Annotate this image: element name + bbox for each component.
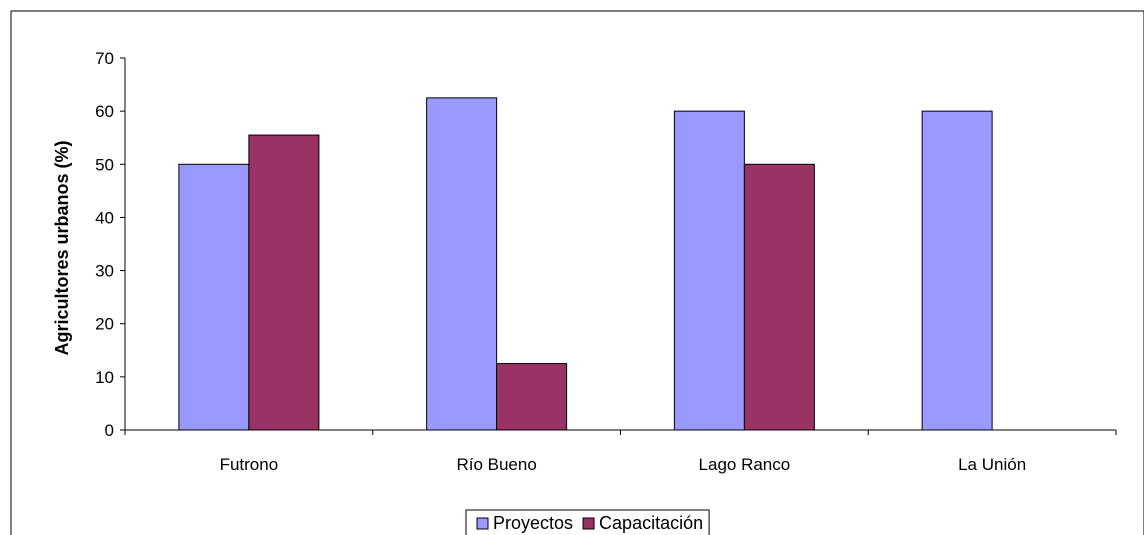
y-tick-label: 20 <box>95 315 114 334</box>
y-tick-label: 40 <box>95 208 114 227</box>
y-tick-label: 60 <box>95 102 114 121</box>
x-tick-label: Río Bueno <box>456 455 536 474</box>
y-tick-label: 10 <box>95 368 114 387</box>
x-tick-label: Futrono <box>220 455 279 474</box>
y-axis-label: Agricultores urbanos (%) <box>52 140 72 355</box>
bar-proyectos <box>426 97 498 431</box>
legend-label: Proyectos <box>493 513 573 533</box>
legend-swatch <box>476 517 489 530</box>
legend: Proyectos Capacitación <box>465 509 710 535</box>
x-tick-label: La Unión <box>958 455 1026 474</box>
bars <box>178 97 993 431</box>
bar-capacitaci-n <box>496 363 568 431</box>
x-tick-label: Lago Ranco <box>699 455 791 474</box>
bar-capacitaci-n <box>743 163 815 431</box>
y-tick-label: 50 <box>95 155 114 174</box>
legend-swatch <box>582 517 595 530</box>
bar-proyectos <box>921 110 993 431</box>
bar-proyectos <box>673 110 745 431</box>
y-tick-label: 70 <box>95 49 114 68</box>
legend-label: Capacitación <box>599 513 703 533</box>
y-tick-label: 30 <box>95 262 114 281</box>
bar-proyectos <box>178 163 250 431</box>
bar-capacitaci-n <box>248 134 320 431</box>
y-tick-label: 0 <box>105 421 114 440</box>
